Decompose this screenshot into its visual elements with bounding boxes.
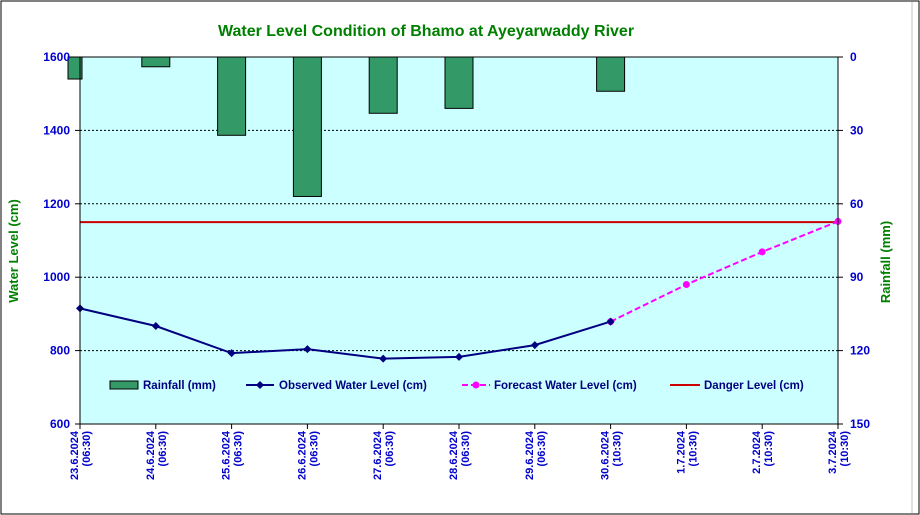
- x-tick-label-date: 30.6.2024: [600, 430, 612, 480]
- y-axis-left-label: Water Level (cm): [6, 199, 21, 303]
- y-right-tick-label: 30: [850, 123, 864, 137]
- observed-point: [606, 317, 615, 326]
- chart-title: Water Level Condition of Bhamo at Ayeyar…: [218, 23, 634, 40]
- forecast-point: [758, 248, 766, 256]
- y-left-tick-label: 1600: [43, 50, 70, 64]
- forecast-point: [682, 281, 690, 289]
- y-axis-right-label: Rainfall (mm): [878, 221, 893, 303]
- legend: Rainfall (mm) Observed Water Level (cm) …: [109, 380, 804, 392]
- water-level-lines: [76, 217, 842, 363]
- x-tick-label-date: 2.7.2024: [751, 430, 763, 474]
- x-tick-label-date: 29.6.2024: [524, 430, 536, 480]
- rainfall-bar: [368, 56, 398, 114]
- x-tick-label-date: 26.6.2024: [296, 430, 308, 480]
- x-tick-label-time: (06:30): [308, 431, 320, 467]
- x-tick-label-time: (10:30): [839, 431, 851, 467]
- rainfall-bar: [217, 56, 247, 136]
- plot-area: [79, 56, 839, 425]
- x-tick-label-date: 24.6.2024: [145, 430, 157, 480]
- legend-forecast-label: Forecast Water Level (cm): [494, 380, 637, 392]
- forecast-line: [610, 220, 839, 323]
- x-tick-label-date: 28.6.2024: [448, 430, 460, 480]
- x-tick-label-date: 3.7.2024: [827, 430, 839, 474]
- legend-rainfall-swatch: [109, 380, 139, 390]
- x-tick-label-date: 23.6.2024: [69, 430, 81, 480]
- legend-observed-marker: [256, 381, 264, 389]
- legend-rainfall-label: Rainfall (mm): [143, 380, 216, 392]
- legend-danger-label: Danger Level (cm): [704, 380, 804, 392]
- x-tick-label-time: (06:30): [233, 431, 245, 467]
- observed-point: [227, 349, 236, 358]
- x-tick-label-date: 27.6.2024: [372, 430, 384, 480]
- observed-point: [303, 345, 312, 354]
- rainfall-bar: [141, 56, 171, 68]
- y-right-tick-label: 60: [850, 197, 864, 211]
- legend-forecast-marker: [472, 381, 480, 389]
- y-left-tick-label: 1000: [43, 270, 70, 284]
- observed-point: [455, 352, 463, 361]
- observed-point: [530, 341, 539, 350]
- rainfall-bar: [596, 56, 626, 92]
- legend-observed-label: Observed Water Level (cm): [279, 380, 427, 392]
- x-tick-label-time: (06:30): [460, 431, 472, 467]
- y-right-tick-label: 90: [850, 270, 864, 284]
- y-left-tick-label: 600: [50, 417, 70, 431]
- x-tick-label-time: (10:30): [612, 431, 624, 467]
- rainfall-bars: [67, 56, 626, 197]
- x-tick-label-date: 25.6.2024: [221, 430, 233, 480]
- x-tick-label-time: (06:30): [536, 431, 548, 467]
- axes: 600 800 1000 1200 1400 1600 0 30 60 90 120 150 23.6.…: [43, 50, 870, 480]
- observed-point: [379, 354, 388, 363]
- rainfall-bar: [292, 56, 322, 197]
- observed-line: [79, 307, 611, 360]
- x-tick-label-time: (06:30): [384, 431, 396, 467]
- x-tick-label-date: 1.7.2024: [675, 430, 687, 474]
- y-left-tick-label: 1400: [43, 123, 70, 137]
- y-right-tick-label: 150: [850, 417, 870, 431]
- x-tick-label-time: (10:30): [687, 431, 699, 467]
- y-right-tick-label: 0: [850, 50, 857, 64]
- x-tick-label-time: (06:30): [81, 431, 93, 467]
- y-left-tick-label: 800: [50, 344, 70, 358]
- y-left-tick-label: 1200: [43, 197, 70, 211]
- x-tick-label-time: (10:30): [763, 431, 775, 467]
- rainfall-bar: [444, 56, 474, 109]
- y-right-tick-label: 120: [850, 344, 870, 358]
- observed-point: [151, 322, 160, 331]
- x-tick-label-time: (06:30): [157, 431, 169, 467]
